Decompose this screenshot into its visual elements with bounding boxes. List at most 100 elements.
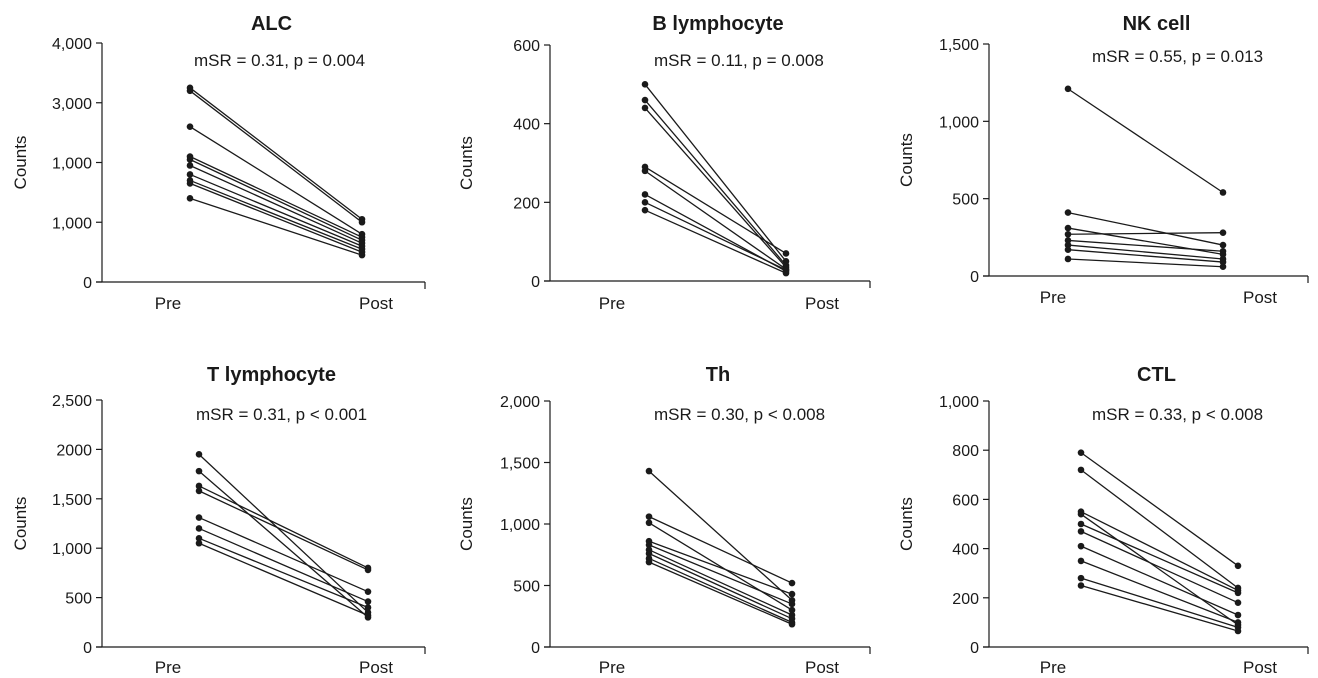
data-point — [1064, 237, 1072, 244]
data-point — [645, 541, 653, 549]
y-tick-label: 1,000 — [52, 215, 92, 232]
data-point — [641, 96, 649, 104]
data-point — [1077, 466, 1085, 474]
data-point — [195, 539, 203, 547]
data-point — [358, 251, 366, 259]
y-tick-label: 200 — [513, 195, 540, 212]
data-point — [186, 162, 194, 169]
data-point — [641, 104, 649, 112]
data-point — [788, 579, 796, 587]
y-tick-label: 500 — [513, 579, 540, 596]
series-line — [1067, 232, 1224, 235]
y-tick-label: 3,000 — [52, 96, 92, 113]
series-line — [1080, 513, 1239, 626]
y-tick-label: 1,000 — [52, 541, 92, 558]
stats-annotation: mSR = 0.55, p = 0.013 — [1092, 47, 1263, 66]
data-point — [1077, 557, 1085, 565]
series-line — [189, 197, 363, 256]
series-line — [189, 179, 363, 250]
data-point — [1219, 247, 1227, 255]
y-axis-label: Counts — [457, 497, 476, 551]
data-point — [186, 171, 194, 178]
data-point — [195, 525, 203, 532]
series-line — [644, 83, 787, 262]
series-line — [189, 87, 363, 220]
x-category-label: Pre — [1040, 288, 1066, 307]
data-point — [1234, 627, 1242, 635]
series-line — [198, 470, 369, 618]
series-line — [1080, 577, 1239, 628]
panel-title: B lymphocyte — [652, 13, 783, 35]
y-axis-label: Counts — [897, 497, 916, 551]
data-point — [195, 487, 203, 495]
data-point — [195, 514, 203, 521]
data-point — [1077, 574, 1085, 582]
series-line — [198, 527, 369, 603]
data-point — [364, 612, 372, 619]
series-line — [648, 516, 793, 584]
stats-annotation: mSR = 0.31, p < 0.001 — [196, 405, 367, 424]
data-point — [1077, 510, 1085, 518]
y-tick-label: 0 — [83, 640, 92, 657]
panel-title: T lymphocyte — [207, 364, 336, 386]
series-line — [648, 561, 793, 625]
data-point — [1077, 449, 1085, 456]
series-line — [1067, 258, 1224, 268]
series-line — [644, 201, 787, 271]
stats-annotation: mSR = 0.31, p = 0.004 — [194, 51, 365, 70]
panel-title: ALC — [251, 13, 292, 35]
data-point — [1219, 189, 1227, 196]
x-category-label: Pre — [155, 658, 181, 677]
data-point — [641, 199, 649, 206]
y-tick-label: 600 — [513, 38, 540, 55]
data-point — [358, 218, 366, 226]
data-point — [788, 606, 796, 614]
data-point — [1064, 85, 1072, 93]
y-tick-label: 500 — [65, 591, 92, 608]
data-point — [186, 195, 194, 202]
series-line — [648, 470, 793, 601]
data-point — [1064, 209, 1072, 216]
data-point — [364, 566, 372, 574]
series-line — [1080, 452, 1239, 567]
panel-3: NK cell mSR = 0.55, p = 0.013 Counts 0 500 1,… — [897, 13, 1309, 307]
series-line — [644, 99, 787, 266]
data-point — [641, 167, 649, 175]
series-line — [648, 557, 793, 623]
series-line — [1067, 244, 1224, 260]
data-point — [645, 519, 653, 527]
data-point — [1077, 520, 1085, 528]
data-point — [1219, 263, 1227, 271]
data-point — [195, 451, 203, 458]
series-line — [1080, 560, 1239, 624]
series-line — [644, 166, 787, 255]
y-axis-label: Counts — [11, 497, 30, 551]
y-tick-label: 2000 — [56, 442, 92, 459]
data-point — [1064, 246, 1072, 254]
y-tick-label: 1,500 — [52, 492, 92, 509]
data-point — [364, 598, 372, 605]
y-tick-label: 600 — [952, 492, 979, 509]
data-point — [1064, 241, 1072, 249]
data-point — [1077, 528, 1085, 535]
data-point — [641, 191, 649, 198]
x-category-label: Pre — [1040, 658, 1066, 677]
data-point — [1219, 229, 1227, 236]
y-tick-label: 1,000 — [52, 156, 92, 173]
x-category-label: Post — [805, 294, 839, 313]
series-line — [648, 544, 793, 605]
series-line — [1080, 584, 1239, 632]
data-point — [186, 87, 194, 95]
series-line — [1067, 249, 1224, 263]
y-axis-label: Counts — [897, 133, 916, 187]
x-category-label: Pre — [599, 658, 625, 677]
data-point — [641, 206, 649, 214]
y-axis-label: Counts — [11, 136, 30, 190]
y-tick-label: 0 — [970, 269, 979, 286]
y-tick-label: 1,500 — [939, 37, 979, 54]
y-tick-label: 0 — [83, 275, 92, 292]
data-point — [1077, 582, 1085, 589]
data-point — [788, 600, 796, 608]
series-line — [644, 107, 787, 268]
